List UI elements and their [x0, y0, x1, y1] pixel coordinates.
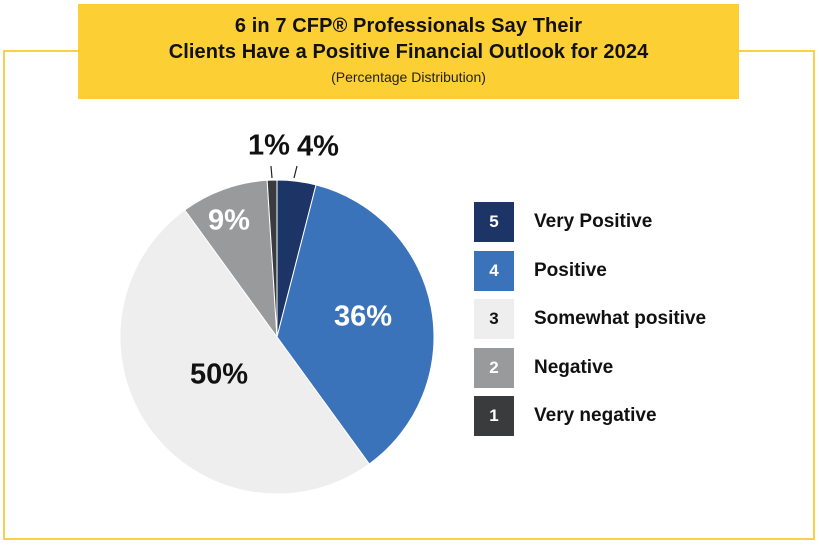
data-label-positive: 36% — [334, 301, 392, 333]
pie-slice-somewhat-positive — [119, 209, 370, 495]
legend-swatch: 1 — [474, 396, 514, 436]
pie-slice-positive — [276, 184, 435, 465]
pie-slice-very-negative — [266, 179, 278, 338]
chart-title-line-1: 6 in 7 CFP® Professionals Say Their — [234, 15, 583, 37]
legend-item-very-positive: 5 Very Positive — [474, 202, 774, 242]
legend-item-somewhat-positive: 3 Somewhat positive — [474, 299, 774, 339]
legend-item-negative: 2 Negative — [474, 347, 774, 388]
leader-line-very-negative — [270, 165, 273, 179]
legend-label: Negative — [534, 356, 614, 378]
legend-item-positive: 4 Positive — [474, 250, 774, 291]
data-label-somewhat-positive: 50% — [190, 359, 248, 391]
legend-label: Very negative — [534, 405, 657, 426]
pie-slice-negative — [184, 179, 278, 339]
chart-subtitle: (Percentage Distribution) — [331, 69, 486, 85]
data-label-very-positive: 4% — [297, 131, 339, 163]
leader-line-very-positive — [293, 165, 298, 179]
legend-label: Somewhat positive — [534, 308, 707, 329]
legend-label: Very Positive — [534, 211, 653, 232]
data-label-very-negative: 1% — [248, 130, 290, 162]
legend-swatch: 3 — [474, 299, 514, 339]
legend-swatch: 2 — [474, 347, 514, 388]
legend-label: Positive — [534, 259, 607, 281]
legend-item-very-negative: 1 Very negative — [474, 396, 774, 436]
title-banner: 6 in 7 CFP® Professionals Say Their Clie… — [78, 4, 739, 99]
data-label-negative: 9% — [208, 205, 250, 237]
chart-title-line-2: Clients Have a Positive Financial Outloo… — [168, 41, 649, 63]
legend-swatch: 4 — [474, 250, 514, 291]
legend-swatch: 5 — [474, 202, 514, 242]
